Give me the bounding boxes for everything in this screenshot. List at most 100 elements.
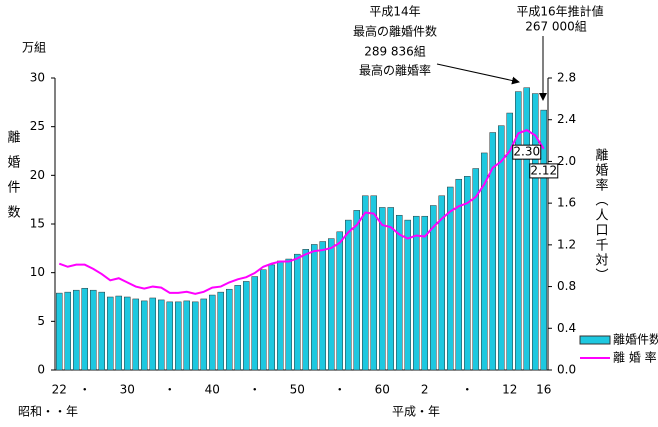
bar [430,205,437,371]
bar [353,210,360,371]
x-tick-label: ・ [79,383,91,397]
bar [234,285,241,371]
bar [149,297,156,371]
bar [192,301,199,371]
x-tick-label: 12 [502,383,517,397]
bar [166,301,173,371]
x-tick-label: 22 [52,383,67,397]
legend-label: 離 婚 率 [613,350,657,365]
bar [175,301,182,371]
bar [285,258,292,371]
y2-tick-label: 0.4 [557,321,576,335]
bar [107,296,114,371]
bar [302,249,309,371]
y-tick-label: 5 [37,314,45,328]
bar [515,91,522,371]
bar [421,215,428,371]
value-label: 2.30 [513,145,540,159]
x-tick-label: ・ [164,383,176,397]
legend-label: 離婚件数 [613,332,658,347]
bar [464,176,471,371]
bar [472,168,479,371]
x-label-right: 平成・年 [392,405,440,419]
y-tick-label: 20 [30,168,45,182]
value-label-box [512,144,542,160]
y-tick-label: 25 [30,119,45,133]
bar [498,125,505,371]
y2-tick-label: 0.8 [557,279,576,293]
bar [115,295,122,371]
bar [260,269,267,371]
bar [141,300,148,371]
value-label-box [529,163,559,179]
x-tick-label: ・ [249,383,261,397]
y2-tick-label: 1.6 [557,196,576,210]
y2-axis-label: 離婚率（人口千対） [593,148,609,283]
bar [243,281,250,371]
y-tick-label: 0 [37,363,45,377]
bar [489,132,496,371]
bar [413,215,420,371]
y-axis-label: 離婚件数 [5,130,21,230]
bar [158,299,165,371]
arrow [436,63,520,85]
bar [370,195,377,371]
annotation: 平成14年 [369,5,420,19]
annotation: 最高の離婚率 [359,63,431,78]
x-tick-label: 2 [421,383,429,397]
value-label: 2.12 [530,163,557,177]
x-tick-label: 16 [536,383,551,397]
bar [183,300,190,371]
y-tick-label: 30 [30,71,45,85]
bar [64,291,71,371]
bar [226,288,233,371]
x-tick-label: 40 [205,383,220,397]
y2-tick-label: 2.0 [557,154,576,168]
bar [540,109,547,371]
bar [396,214,403,371]
bar [523,87,530,371]
bar [481,152,488,371]
y-tick-label: 10 [30,265,45,279]
bar [56,292,63,371]
y2-tick-label: 2.4 [557,112,576,126]
bar [200,298,207,371]
bar [268,264,275,371]
bar [294,253,301,371]
bar [319,241,326,371]
bar [328,238,335,371]
bar [217,291,224,371]
annotation: 最高の離婚件数 [353,24,437,39]
bar [277,260,284,371]
bar [506,112,513,371]
bar [379,207,386,371]
bar [362,195,369,371]
bar [209,294,216,371]
y-unit: 万組 [22,41,46,55]
bar [124,296,131,371]
y2-tick-label: 1.2 [557,237,576,251]
line [58,129,545,295]
x-tick-label: 50 [290,383,305,397]
annotation: 平成16年推計値 [516,4,603,19]
bar [447,186,454,371]
bar [336,231,343,371]
bar [438,195,445,371]
bar [251,276,258,371]
bar [404,219,411,371]
legend-swatch [579,335,611,345]
x-tick-label: 60 [375,383,390,397]
bar [532,93,539,371]
x-tick-label: ・ [461,383,473,397]
annotation: 289 836組 [364,45,426,59]
y2-tick-label: 2.8 [557,71,576,85]
annotation: 267 000組 [525,20,587,34]
bar [311,244,318,371]
bar [81,287,88,371]
bar [387,207,394,371]
bar [90,289,97,371]
x-tick-label: ・ [334,383,346,397]
y2-tick-label: 0.0 [557,363,576,377]
bar [345,219,352,371]
y-tick-label: 15 [30,217,45,231]
